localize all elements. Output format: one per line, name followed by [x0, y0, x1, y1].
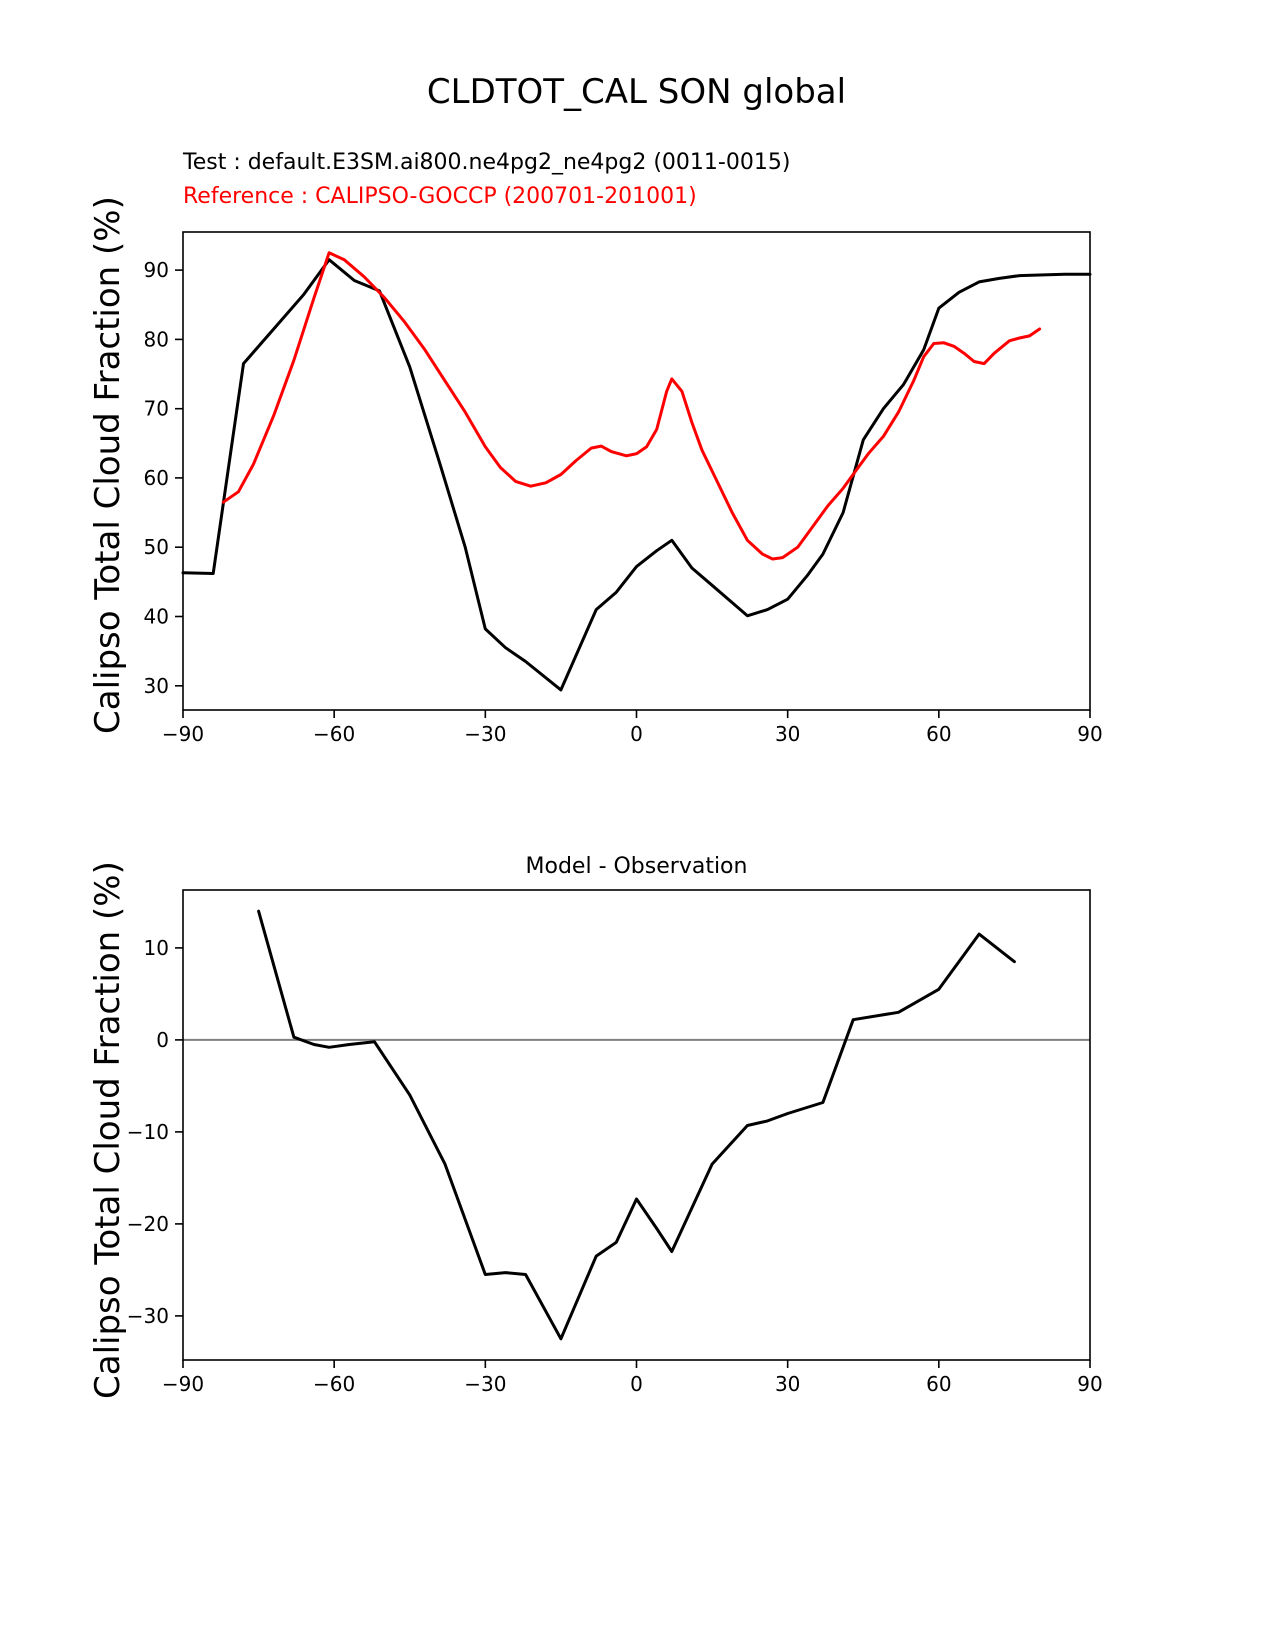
x-tick-label: −30 — [464, 1372, 506, 1396]
x-tick-label: 0 — [630, 722, 643, 746]
y-tick-label: 70 — [144, 397, 169, 421]
x-tick-label: −60 — [313, 1372, 355, 1396]
axes-frame — [182, 231, 1091, 711]
x-tick-label: 30 — [775, 722, 800, 746]
legend-reference-label: Reference : CALIPSO-GOCCP (200701-201001… — [183, 184, 697, 209]
figure-title: CLDTOT_CAL SON global — [426, 72, 847, 112]
bottom-chart-title: Model - Observation — [525, 854, 748, 879]
y-tick-label: 80 — [144, 327, 169, 351]
x-tick-label: −30 — [464, 722, 506, 746]
y-tick-label: 0 — [156, 1028, 169, 1052]
x-tick-label: −90 — [162, 722, 204, 746]
y-tick-label: 90 — [144, 258, 169, 282]
top-chart: −90 −60 −30 0 30 60 90 30 40 50 60 70 80 90 — [144, 231, 1103, 746]
x-tick-label: 90 — [1077, 722, 1102, 746]
difference-line — [257, 909, 1016, 1341]
x-tick-label: 90 — [1077, 1372, 1102, 1396]
axes-frame — [182, 889, 1091, 1361]
reference-line — [221, 251, 1042, 561]
x-tick-label: 60 — [926, 722, 951, 746]
x-tick-label: −90 — [162, 1372, 204, 1396]
y-tick-label: −30 — [127, 1304, 169, 1328]
test-line — [181, 258, 1092, 692]
y-tick-label: 10 — [144, 936, 169, 960]
x-tick-label: 0 — [630, 1372, 643, 1396]
y-tick-label: 60 — [144, 466, 169, 490]
x-tick-label: −60 — [313, 722, 355, 746]
y-tick-label: −20 — [127, 1212, 169, 1236]
y-tick-label: 40 — [144, 605, 169, 629]
x-tick-label: 60 — [926, 1372, 951, 1396]
bottom-chart: −90 −60 −30 0 30 60 90 −30 −20 −10 0 10 — [127, 889, 1103, 1396]
legend-test-label: Test : default.E3SM.ai800.ne4pg2_ne4pg2 … — [183, 150, 791, 175]
x-tick-label: 30 — [775, 1372, 800, 1396]
y-tick-label: −10 — [127, 1120, 169, 1144]
y-tick-label: 30 — [144, 674, 169, 698]
y-tick-label: 50 — [144, 535, 169, 559]
